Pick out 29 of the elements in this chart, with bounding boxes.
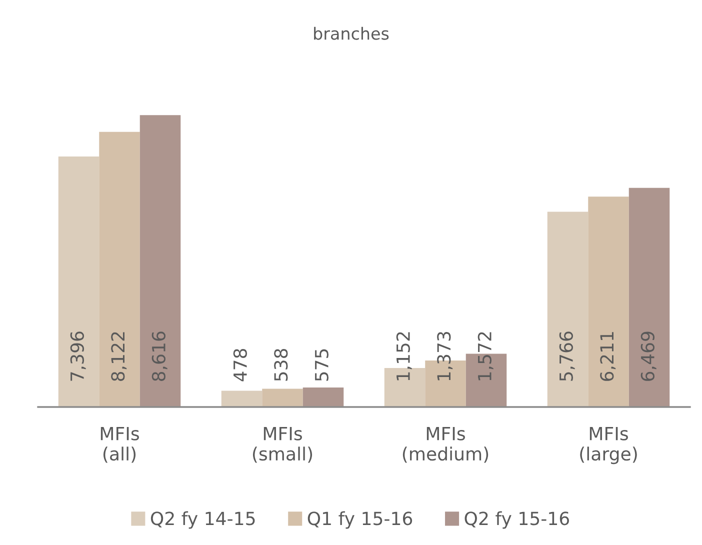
data-label: 575 bbox=[315, 349, 328, 381]
data-label: 8,122 bbox=[111, 332, 127, 381]
bar bbox=[628, 188, 670, 407]
x-tick-label: MFIs (medium) bbox=[402, 427, 488, 463]
legend-label: Q2 fy 15-16 bbox=[464, 511, 569, 529]
x-tick-label: MFIs (small) bbox=[252, 427, 312, 463]
legend-label: Q1 fy 15-16 bbox=[308, 511, 412, 529]
data-label: 1,152 bbox=[396, 332, 412, 380]
bar bbox=[221, 390, 262, 407]
bar bbox=[262, 388, 303, 407]
bar bbox=[547, 212, 588, 407]
bar bbox=[140, 115, 181, 407]
data-label: 1,572 bbox=[478, 332, 494, 380]
data-label: 6,211 bbox=[600, 332, 616, 381]
data-label: 1,373 bbox=[437, 332, 453, 380]
data-label: 7,396 bbox=[70, 332, 86, 381]
data-label: 538 bbox=[274, 348, 288, 381]
data-label: 6,469 bbox=[640, 332, 656, 381]
x-tick-label: MFIs (large) bbox=[580, 427, 637, 464]
data-label: 478 bbox=[233, 348, 247, 382]
legend-label: Q2 fy 14-15 bbox=[150, 511, 255, 529]
data-label: 5,766 bbox=[559, 332, 575, 381]
data-label: 8,616 bbox=[152, 332, 168, 381]
bar bbox=[58, 156, 100, 407]
x-tick-label: MFIs (all) bbox=[100, 427, 139, 463]
bar bbox=[588, 196, 629, 407]
bar bbox=[302, 388, 344, 407]
bar bbox=[99, 132, 140, 407]
chart-title: branches bbox=[314, 26, 389, 40]
